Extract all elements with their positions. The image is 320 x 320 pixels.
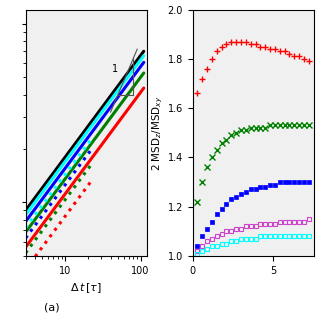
X-axis label: $\Delta\,t\,[\tau]$: $\Delta\,t\,[\tau]$ bbox=[70, 281, 102, 295]
Text: 1: 1 bbox=[112, 63, 119, 74]
Y-axis label: 2 MSD$_z$/MSD$_{xy}$: 2 MSD$_z$/MSD$_{xy}$ bbox=[150, 95, 165, 171]
Text: (a): (a) bbox=[44, 302, 60, 312]
